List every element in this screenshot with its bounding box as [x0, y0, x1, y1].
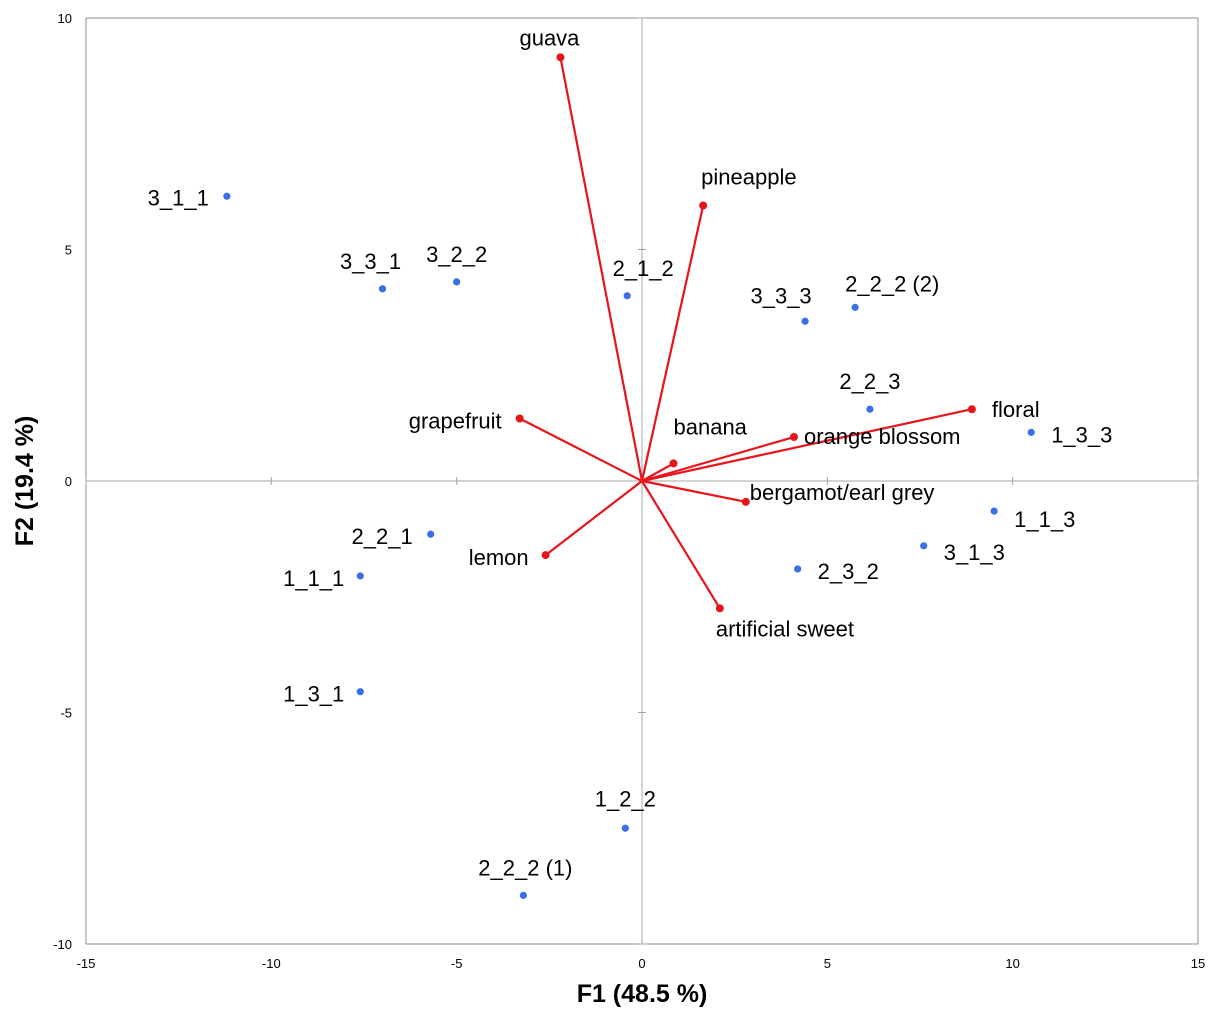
observation-label: 1_3_1	[283, 682, 344, 707]
observation-label: 3_1_3	[944, 540, 1005, 565]
observation-point	[794, 565, 802, 573]
variable-vector	[559, 57, 644, 482]
y-axis-title: F2 (19.4 %)	[11, 416, 39, 547]
observation-points	[223, 192, 1035, 899]
observation-point	[1027, 428, 1035, 436]
point-labels: guava pineapple grapefruit banana orange blo…	[148, 25, 1113, 880]
variable-label: grapefruit	[409, 408, 502, 433]
observation-point	[851, 303, 859, 311]
y-tick-label: 5	[65, 243, 72, 258]
variable-vector	[641, 435, 795, 483]
variable-label: banana	[674, 414, 748, 439]
variable-label: bergamot/earl grey	[750, 480, 935, 505]
observation-label: 3_1_1	[148, 185, 209, 210]
observation-label: 2_3_2	[818, 559, 879, 584]
variable-vector	[641, 408, 973, 483]
x-tick-label: -15	[77, 956, 96, 971]
variable-point	[669, 459, 678, 468]
observation-label: 2_2_2 (2)	[845, 271, 939, 296]
variable-point	[741, 497, 750, 506]
variable-label: orange blossom	[804, 424, 961, 449]
x-axis-title: F1 (48.5 %)	[577, 980, 708, 1008]
y-axis-ticks: -10 -5 0 5 10	[53, 11, 646, 952]
y-tick-label: -5	[60, 706, 72, 721]
observation-point	[356, 688, 364, 696]
observation-label: 2_2_1	[352, 524, 413, 549]
x-tick-label: 15	[1191, 956, 1205, 971]
observation-label: 3_3_1	[340, 249, 401, 274]
observation-label: 3_2_2	[426, 242, 487, 267]
observation-label: 2_2_3	[839, 369, 900, 394]
observation-point	[801, 317, 809, 325]
variable-vector	[544, 480, 643, 556]
observation-point	[519, 891, 527, 899]
variable-vector	[641, 462, 675, 482]
variable-label: guava	[519, 25, 580, 50]
variable-vector	[641, 480, 721, 609]
observation-label: 1_3_3	[1051, 422, 1112, 447]
x-tick-label: -10	[262, 956, 281, 971]
observation-label: 2_2_2 (1)	[478, 855, 572, 880]
variable-label: floral	[992, 397, 1040, 422]
variable-vector	[641, 479, 747, 503]
x-axis-ticks: -15 -10 -5 0 5 10 15	[77, 477, 1205, 971]
x-tick-label: 5	[824, 956, 831, 971]
y-tick-label: 0	[65, 474, 72, 489]
x-tick-label: -5	[451, 956, 463, 971]
y-tick-label: 10	[58, 11, 72, 26]
observation-point	[453, 278, 461, 286]
observation-label: 1_1_1	[283, 566, 344, 591]
observation-label: 2_1_2	[613, 256, 674, 281]
variable-point	[699, 201, 708, 210]
variable-label: artificial sweet	[716, 616, 854, 641]
y-tick-label: -10	[53, 937, 72, 952]
variable-vector	[519, 417, 643, 482]
observation-point	[427, 530, 435, 538]
variable-label: pineapple	[701, 165, 796, 190]
observation-point	[621, 824, 629, 832]
observation-point	[990, 507, 998, 515]
variable-point	[556, 53, 565, 62]
variable-point	[715, 604, 724, 613]
observation-label: 1_1_3	[1014, 507, 1075, 532]
variable-point	[541, 551, 550, 560]
variable-label: lemon	[469, 545, 529, 570]
x-tick-label: 0	[638, 956, 645, 971]
observation-point	[866, 405, 874, 413]
observation-point	[223, 192, 231, 200]
observation-label: 3_3_3	[750, 283, 811, 308]
variable-point	[789, 433, 798, 442]
x-tick-label: 10	[1005, 956, 1019, 971]
variable-point	[967, 405, 976, 414]
observation-point	[378, 285, 387, 293]
observation-point	[623, 292, 631, 300]
variable-point	[515, 414, 524, 423]
variable-vector	[640, 205, 705, 482]
observation-point	[920, 542, 928, 550]
observation-label: 1_2_2	[595, 786, 656, 811]
observation-point	[356, 572, 364, 580]
variable-vectors	[515, 53, 976, 613]
